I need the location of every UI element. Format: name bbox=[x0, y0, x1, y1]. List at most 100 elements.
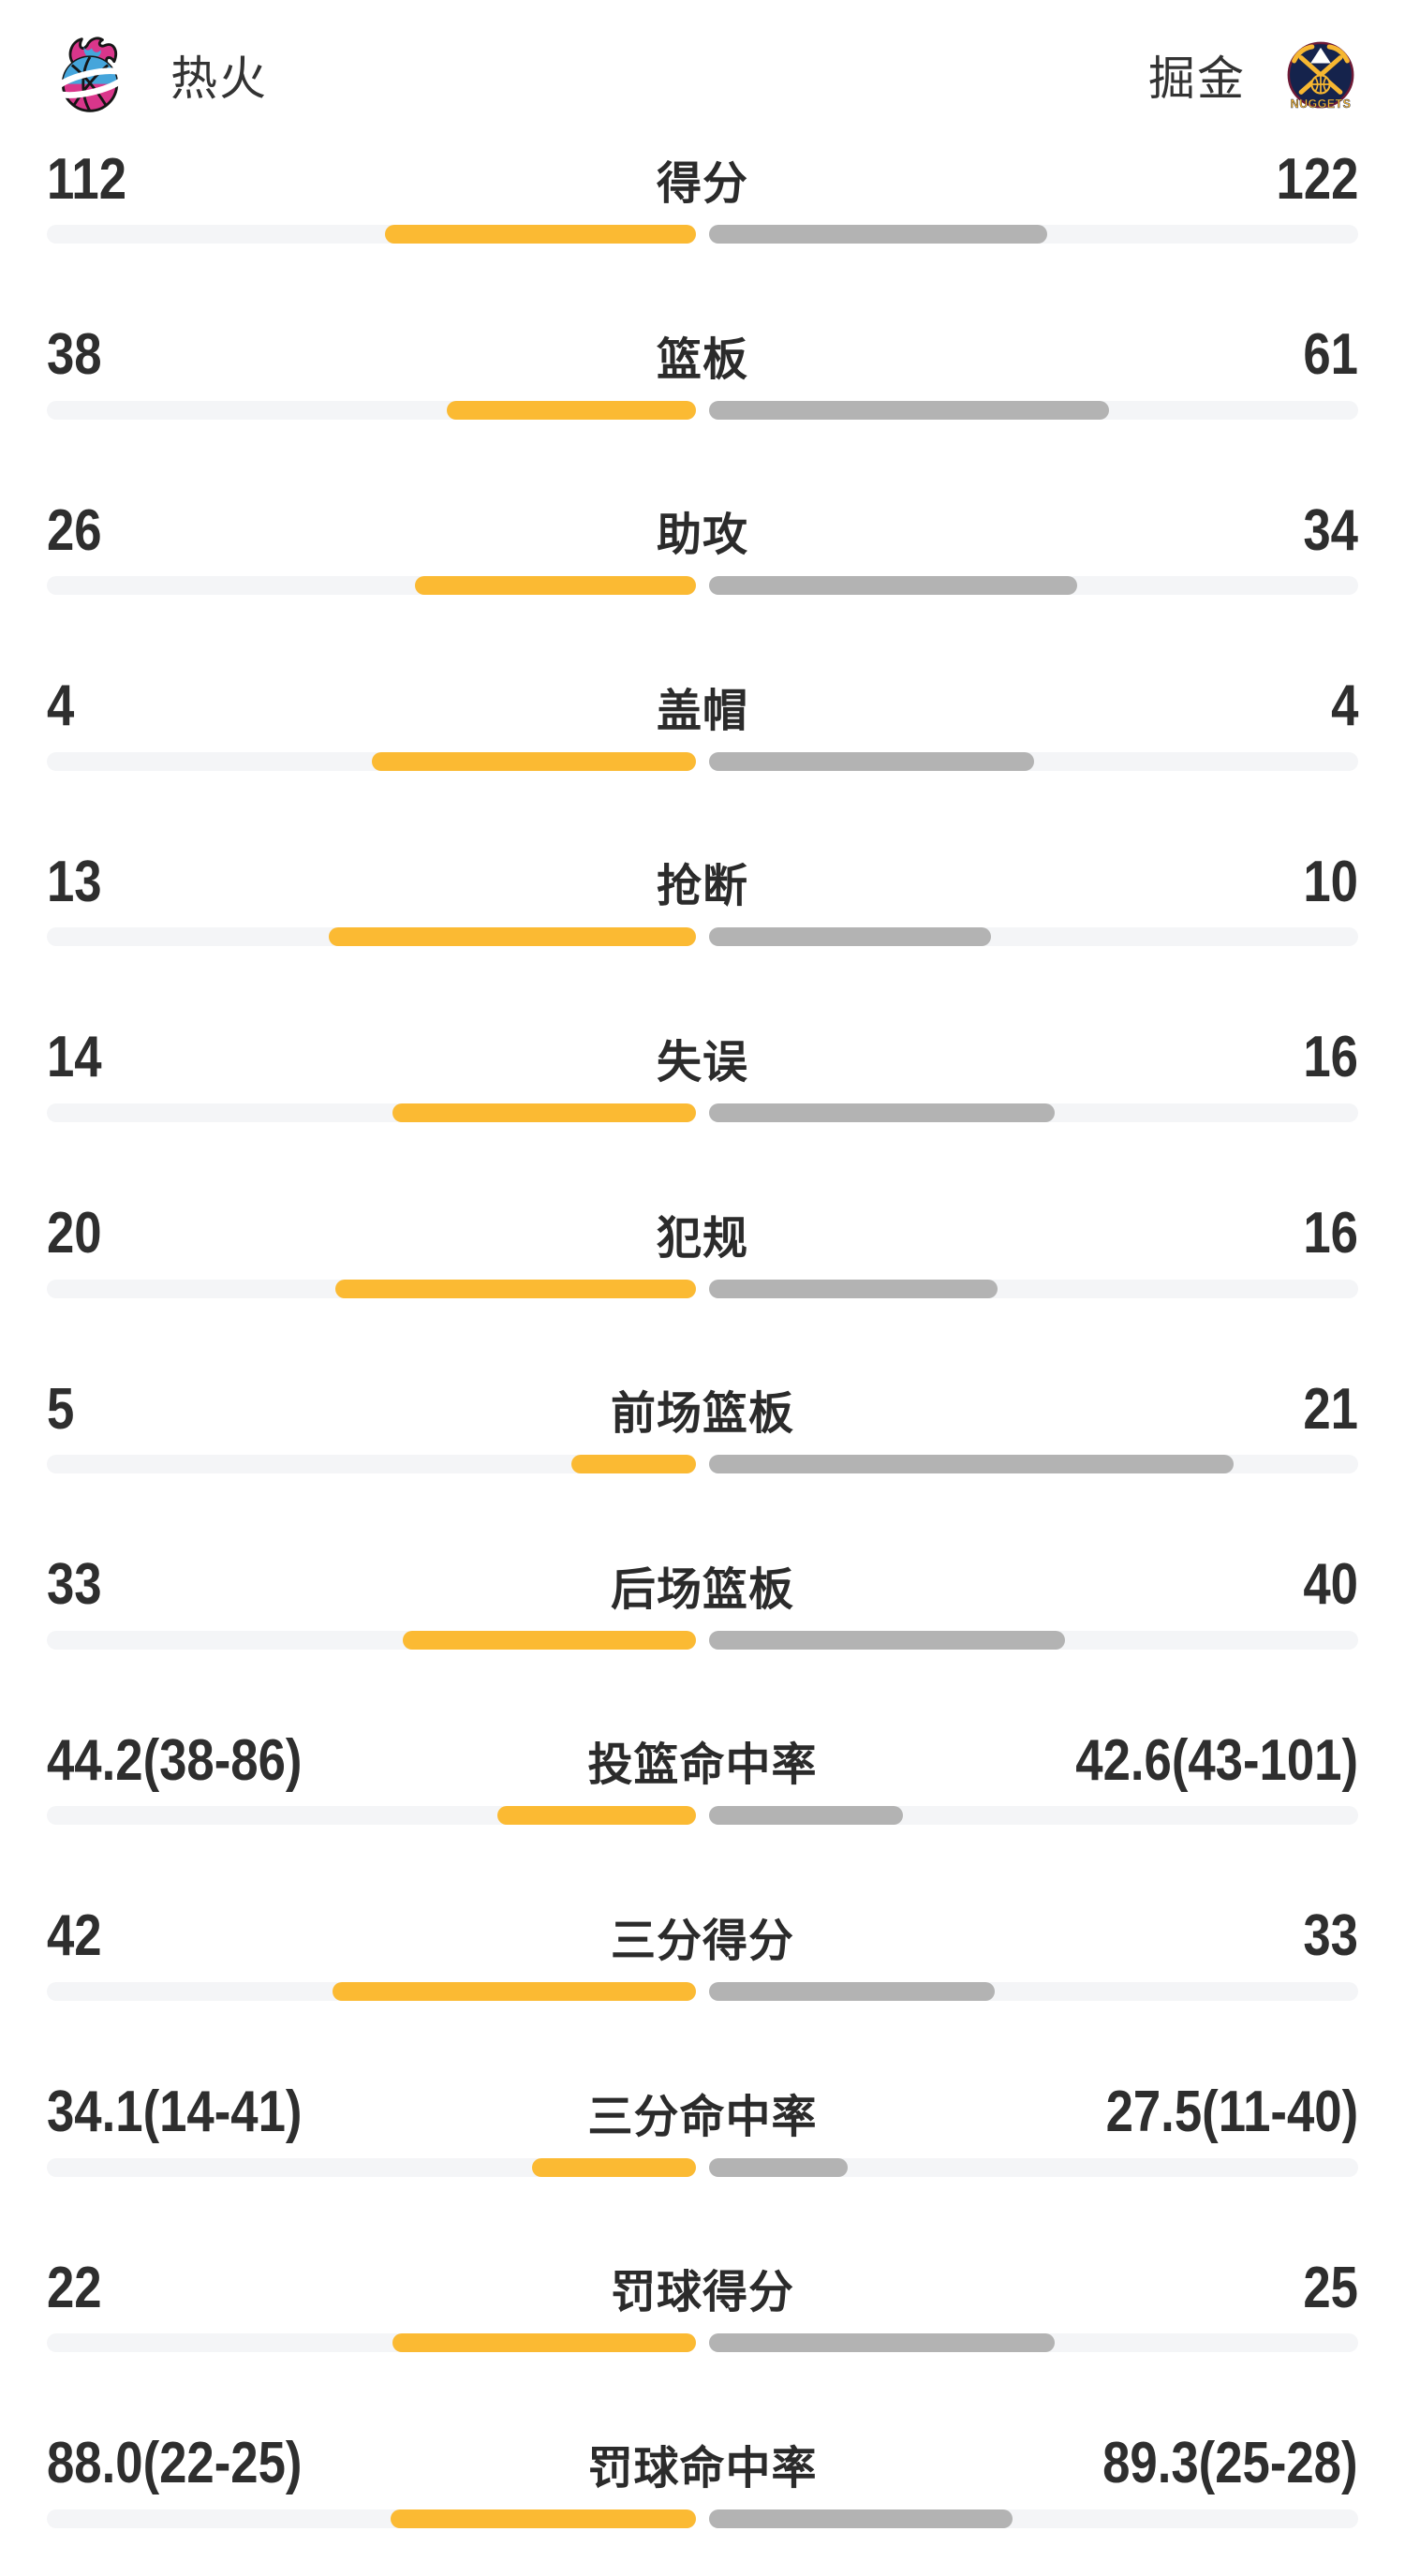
home-stat-value: 44.2(38-86) bbox=[47, 1727, 303, 1793]
stat-row-10: 44.2(38-86) 投篮命中率 42.6(43-101) bbox=[47, 1724, 1358, 1873]
stat-row-3: 26 助攻 34 bbox=[47, 494, 1358, 644]
home-stat-value: 4 bbox=[47, 674, 75, 739]
stat-bar-line bbox=[47, 225, 1358, 244]
home-bar-track bbox=[47, 1455, 696, 1474]
away-bar-track bbox=[709, 2157, 1358, 2177]
home-team-header[interactable]: 热火 bbox=[47, 32, 268, 118]
home-stat-value: 14 bbox=[47, 1025, 102, 1090]
home-bar-fill bbox=[332, 1981, 696, 2001]
stat-values-line: 42 三分得分 33 bbox=[47, 1900, 1358, 1973]
stat-bar-line bbox=[47, 1630, 1358, 1650]
nuggets-logo: NUGGETS bbox=[1287, 41, 1354, 111]
away-stat-value: 61 bbox=[1303, 322, 1359, 388]
stat-label: 三分命中率 bbox=[587, 2092, 818, 2142]
home-bar-track bbox=[47, 2333, 696, 2353]
home-bar-track bbox=[47, 2157, 696, 2177]
stat-bar-line bbox=[47, 1103, 1358, 1122]
home-bar-track bbox=[47, 1806, 696, 1826]
home-bar-track bbox=[47, 1279, 696, 1298]
heat-logo bbox=[52, 37, 127, 112]
home-stat-value: 26 bbox=[47, 497, 102, 563]
stat-values-line: 88.0(22-25) 罚球命中率 89.3(25-28) bbox=[47, 2427, 1358, 2500]
home-bar-fill bbox=[392, 1103, 696, 1122]
stat-row-7: 20 犯规 16 bbox=[47, 1197, 1358, 1347]
home-bar-fill bbox=[496, 1806, 696, 1826]
home-bar-track bbox=[47, 400, 696, 420]
home-bar-track bbox=[47, 225, 696, 244]
stat-values-line: 13 抢断 10 bbox=[47, 845, 1358, 918]
stat-label: 篮板 bbox=[657, 334, 749, 385]
away-bar-fill bbox=[709, 400, 1109, 420]
stat-values-line: 4 盖帽 4 bbox=[47, 670, 1358, 743]
away-stat-value: 33 bbox=[1303, 1903, 1359, 1969]
stat-label: 失误 bbox=[657, 1037, 749, 1088]
away-stat-value: 25 bbox=[1303, 2255, 1359, 2320]
stat-bar-line bbox=[47, 2333, 1358, 2353]
away-stat-value: 40 bbox=[1303, 1552, 1359, 1618]
away-bar-track bbox=[709, 1806, 1358, 1826]
stat-values-line: 38 篮板 61 bbox=[47, 318, 1358, 392]
stat-values-line: 20 犯规 16 bbox=[47, 1197, 1358, 1270]
home-stat-value: 33 bbox=[47, 1552, 102, 1618]
home-stat-value: 38 bbox=[47, 322, 102, 388]
home-bar-track bbox=[47, 1103, 696, 1122]
home-bar-track bbox=[47, 1981, 696, 2001]
away-bar-track bbox=[709, 576, 1358, 596]
away-stat-value: 34 bbox=[1303, 497, 1359, 563]
away-bar-track bbox=[709, 400, 1358, 420]
home-bar-fill bbox=[570, 1455, 696, 1474]
stats-list: 112 得分 122 38 篮板 61 bbox=[0, 142, 1405, 2576]
stat-row-5: 13 抢断 10 bbox=[47, 845, 1358, 995]
home-bar-fill bbox=[532, 2157, 696, 2177]
stat-label: 抢断 bbox=[657, 862, 749, 912]
away-bar-track bbox=[709, 1630, 1358, 1650]
away-bar-track bbox=[709, 2509, 1358, 2528]
nuggets-banner-text: NUGGETS bbox=[1291, 97, 1352, 111]
stat-row-1: 112 得分 122 bbox=[47, 142, 1358, 292]
away-bar-track bbox=[709, 927, 1358, 947]
away-bar-fill bbox=[709, 1455, 1234, 1474]
stat-values-line: 44.2(38-86) 投篮命中率 42.6(43-101) bbox=[47, 1724, 1358, 1797]
home-bar-fill bbox=[385, 225, 696, 244]
home-stat-value: 22 bbox=[47, 2255, 102, 2320]
away-stat-value: 122 bbox=[1276, 146, 1359, 212]
home-bar-fill bbox=[391, 2509, 696, 2528]
away-team-header[interactable]: 掘金 NUGGETS bbox=[1148, 37, 1358, 112]
away-bar-fill bbox=[709, 751, 1034, 771]
away-bar-track bbox=[709, 1455, 1358, 1474]
home-bar-fill bbox=[402, 1630, 696, 1650]
home-bar-fill bbox=[392, 2333, 696, 2353]
away-team-name: 掘金 bbox=[1148, 52, 1246, 105]
away-bar-track bbox=[709, 751, 1358, 771]
stat-values-line: 14 失误 16 bbox=[47, 1021, 1358, 1094]
stat-values-line: 5 前场篮板 21 bbox=[47, 1372, 1358, 1445]
stat-bar-line bbox=[47, 1806, 1358, 1826]
away-stat-value: 4 bbox=[1330, 674, 1359, 739]
home-stat-value: 20 bbox=[47, 1201, 102, 1266]
stat-bar-line bbox=[47, 927, 1358, 947]
stat-bar-line bbox=[47, 1981, 1358, 2001]
home-bar-fill bbox=[329, 927, 696, 947]
match-stats-page: { "header": { "home_team": "热火", "away_t… bbox=[47, 32, 1359, 2528]
stat-label: 犯规 bbox=[657, 1213, 749, 1264]
home-stat-value: 42 bbox=[47, 1903, 102, 1969]
stat-row-8: 5 前场篮板 21 bbox=[47, 1372, 1358, 1522]
home-bar-track bbox=[47, 751, 696, 771]
away-stat-value: 89.3(25-28) bbox=[1102, 2431, 1359, 2496]
home-stat-value: 13 bbox=[47, 849, 102, 914]
stat-row-6: 14 失误 16 bbox=[47, 1021, 1358, 1171]
stat-bar-line bbox=[47, 576, 1358, 596]
home-stat-value: 34.1(14-41) bbox=[47, 2080, 303, 2145]
stat-label: 后场篮板 bbox=[611, 1564, 795, 1615]
stat-label: 投篮命中率 bbox=[587, 1740, 818, 1791]
stat-values-line: 26 助攻 34 bbox=[47, 494, 1358, 567]
stat-bar-line bbox=[47, 1279, 1358, 1298]
away-bar-track bbox=[709, 225, 1358, 244]
away-bar-track bbox=[709, 1981, 1358, 2001]
home-bar-fill bbox=[371, 751, 696, 771]
away-bar-track bbox=[709, 2333, 1358, 2353]
stat-label: 得分 bbox=[657, 159, 749, 209]
stat-label: 前场篮板 bbox=[611, 1389, 795, 1440]
away-bar-fill bbox=[709, 927, 992, 947]
stat-label: 罚球命中率 bbox=[587, 2443, 818, 2494]
